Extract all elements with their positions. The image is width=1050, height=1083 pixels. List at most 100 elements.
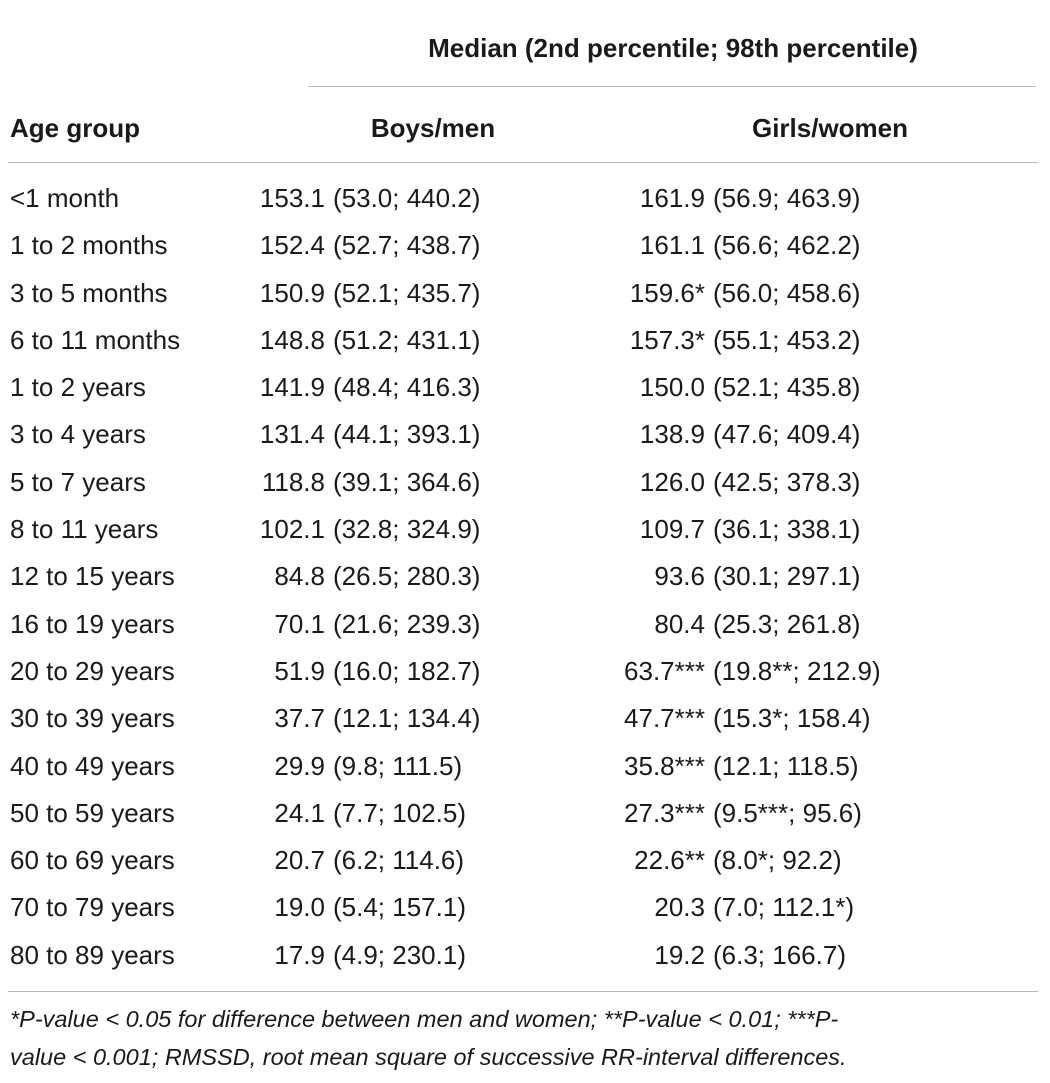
women-median-cell: 126.0 [639, 466, 705, 497]
table-row: 70 to 79 years 19.0 (5.4; 157.1) 20.3 (7.0; … [0, 884, 1050, 931]
age-group-cell: 40 to 49 years [10, 750, 175, 781]
footnote-line: *P-value < 0.05 for difference between m… [10, 1006, 839, 1032]
age-group-cell: 3 to 5 months [10, 277, 168, 308]
women-median-cell: 19.2 [654, 939, 705, 970]
table-row: 3 to 4 years 131.4 (44.1; 393.1) 138.9 (47.6… [0, 411, 1050, 458]
men-median-cell: 102.1 [259, 514, 325, 545]
table-row: 5 to 7 years 118.8 (39.1; 364.6) 126.0 (42.5… [0, 459, 1050, 506]
table-row: 12 to 15 years 84.8 (26.5; 280.3) 93.6 (30.1… [0, 553, 1050, 600]
girls-women-header: Girls/women [751, 113, 909, 143]
men-percentile-cell: (39.1; 364.6) [333, 466, 481, 497]
men-median-cell: 17.9 [274, 939, 325, 970]
men-percentile-cell: (52.1; 435.7) [333, 277, 481, 308]
women-median-cell: 161.1 [639, 230, 705, 261]
women-percentile-cell: (52.1; 435.8) [713, 372, 861, 403]
table-row: 16 to 19 years 70.1 (21.6; 239.3) 80.4 (25.3… [0, 601, 1050, 648]
men-percentile-cell: (44.1; 393.1) [333, 419, 481, 450]
men-percentile-cell: (53.0; 440.2) [333, 183, 481, 213]
men-median-cell: 152.4 [259, 230, 325, 261]
age-group-cell: <1 month [10, 183, 120, 213]
women-percentile-cell: (42.5; 378.3) [713, 466, 861, 497]
men-median-cell: 148.8 [259, 324, 325, 355]
age-group-cell: 3 to 4 years [10, 419, 146, 450]
men-median-cell: 20.7 [274, 845, 325, 876]
women-median-cell: 20.3 [654, 892, 705, 923]
age-group-cell: 5 to 7 years [10, 466, 146, 497]
men-median-cell: 19.0 [274, 892, 325, 923]
table-row: 40 to 49 years 29.9 (9.8; 111.5) 35.8*** (12… [0, 743, 1050, 790]
men-median-cell: 141.9 [259, 372, 325, 403]
men-median-cell: 118.8 [261, 466, 325, 497]
women-percentile-cell: (36.1; 338.1) [713, 514, 861, 545]
table-footnote: *P-value < 0.05 for difference between m… [10, 1000, 1040, 1076]
table-row: 6 to 11 months 148.8 (51.2; 431.1) 157.3* (5… [0, 317, 1050, 364]
women-median-cell: 27.3*** [624, 797, 705, 828]
age-group-cell: 60 to 69 years [10, 845, 175, 876]
table-body: <1 month 153.1 (53.0; 440.2) 161.9 (56.9; 46… [0, 175, 1050, 979]
women-median-cell: 138.9 [639, 419, 705, 450]
men-percentile-cell: (51.2; 431.1) [333, 324, 481, 355]
women-percentile-cell: (15.3*; 158.4) [713, 703, 871, 734]
women-percentile-cell: (6.3; 166.7) [713, 939, 846, 970]
age-group-cell: 16 to 19 years [10, 608, 175, 639]
men-median-cell: 131.4 [259, 419, 325, 450]
women-median-cell: 63.7*** [624, 655, 705, 686]
top-rule [8, 0, 1038, 1]
women-percentile-cell: (56.6; 462.2) [713, 230, 861, 261]
men-median-cell: 37.7 [274, 703, 325, 734]
men-percentile-cell: (48.4; 416.3) [333, 372, 481, 403]
age-group-cell: 70 to 79 years [10, 892, 175, 923]
table-row: 50 to 59 years 24.1 (7.7; 102.5) 27.3*** (9.… [0, 790, 1050, 837]
women-percentile-cell: (9.5***; 95.6) [713, 797, 862, 828]
age-group-cell: 30 to 39 years [10, 703, 175, 734]
women-percentile-cell: (56.9; 463.9) [713, 183, 861, 213]
age-group-cell: 1 to 2 years [10, 372, 146, 403]
bottom-rule [8, 991, 1038, 992]
men-median-cell: 84.8 [274, 561, 325, 592]
women-median-cell: 161.9 [639, 183, 705, 213]
men-median-cell: 153.1 [259, 183, 325, 213]
women-median-cell: 93.6 [654, 561, 705, 592]
age-group-cell: 12 to 15 years [10, 561, 175, 592]
age-group-cell: 6 to 11 months [10, 324, 181, 355]
group-header-rule [308, 86, 1036, 87]
table-row: 1 to 2 years 141.9 (48.4; 416.3) 150.0 (52.1… [0, 364, 1050, 411]
table-row: 3 to 5 months 150.9 (52.1; 435.7) 159.6* (56… [0, 270, 1050, 317]
men-median-cell: 150.9 [259, 277, 325, 308]
header-rule [8, 162, 1038, 163]
men-percentile-cell: (26.5; 280.3) [333, 561, 481, 592]
age-group-cell: 80 to 89 years [10, 939, 175, 970]
men-median-cell: 29.9 [274, 750, 325, 781]
women-percentile-cell: (7.0; 112.1*) [713, 892, 855, 923]
table-row: 80 to 89 years 17.9 (4.9; 230.1) 19.2 (6.3; … [0, 932, 1050, 979]
men-percentile-cell: (6.2; 114.6) [333, 845, 465, 876]
table-row: 1 to 2 months 152.4 (52.7; 438.7) 161.1 (56.… [0, 222, 1050, 269]
table-row: <1 month 153.1 (53.0; 440.2) 161.9 (56.9; 46… [0, 175, 1050, 222]
women-median-cell: 159.6* [629, 277, 705, 308]
women-percentile-cell: (56.0; 458.6) [713, 277, 861, 308]
table-row: 8 to 11 years 102.1 (32.8; 324.9) 109.7 (36.… [0, 506, 1050, 553]
table-row: 30 to 39 years 37.7 (12.1; 134.4) 47.7*** (1… [0, 695, 1050, 742]
men-percentile-cell: (16.0; 182.7) [333, 655, 481, 686]
men-percentile-cell: (4.9; 230.1) [333, 939, 466, 970]
men-percentile-cell: (7.7; 102.5) [333, 797, 466, 828]
women-percentile-cell: (25.3; 261.8) [713, 608, 861, 639]
women-median-cell: 35.8*** [624, 750, 705, 781]
women-percentile-cell: (55.1; 453.2) [713, 324, 861, 355]
men-percentile-cell: (9.8; 111.5) [333, 750, 463, 781]
age-group-cell: 50 to 59 years [10, 797, 175, 828]
men-percentile-cell: (5.4; 157.1) [333, 892, 466, 923]
women-median-cell: 22.6** [634, 845, 705, 876]
men-percentile-cell: (52.7; 438.7) [333, 230, 481, 261]
men-percentile-cell: (21.6; 239.3) [333, 608, 481, 639]
age-group-cell: 1 to 2 months [10, 230, 168, 261]
age-group-cell: 20 to 29 years [10, 655, 175, 686]
age-group-cell: 8 to 11 years [10, 514, 159, 545]
women-percentile-cell: (12.1; 118.5) [713, 750, 859, 781]
men-median-cell: 51.9 [274, 655, 325, 686]
women-percentile-cell: (19.8**; 212.9) [713, 655, 881, 686]
women-percentile-cell: (47.6; 409.4) [713, 419, 861, 450]
women-percentile-cell: (8.0*; 92.2) [713, 845, 842, 876]
women-median-cell: 109.7 [639, 514, 705, 545]
